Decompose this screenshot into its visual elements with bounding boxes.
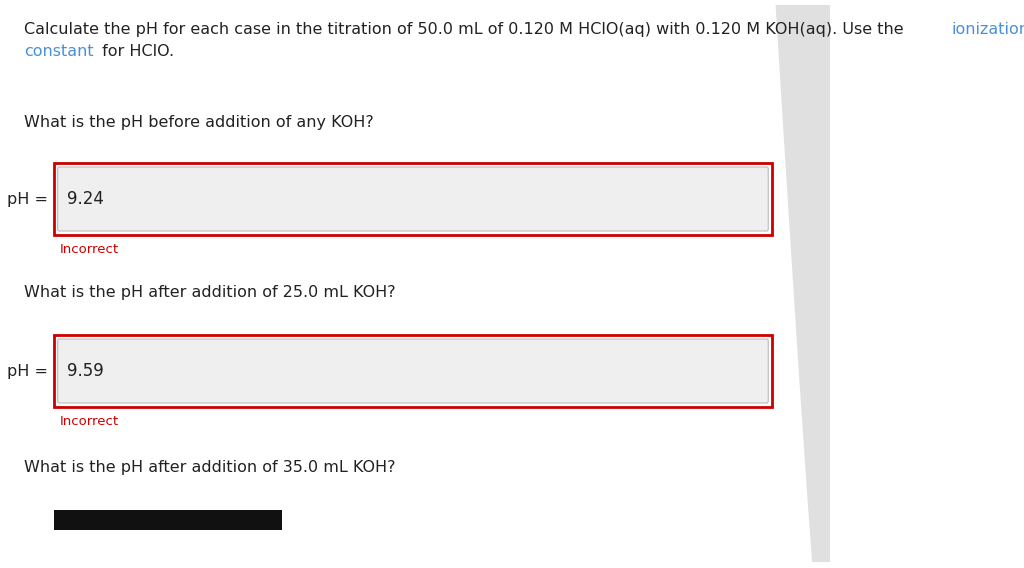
Text: for HClO.: for HClO. [97, 44, 174, 59]
FancyBboxPatch shape [54, 335, 771, 407]
PathPatch shape [775, 5, 830, 562]
FancyBboxPatch shape [54, 510, 282, 530]
Text: 9.24: 9.24 [68, 190, 104, 208]
Text: 9.59: 9.59 [68, 362, 104, 380]
Text: What is the pH after addition of 25.0 mL KOH?: What is the pH after addition of 25.0 mL… [25, 285, 396, 300]
Text: ionization: ionization [951, 22, 1024, 37]
Text: What is the pH before addition of any KOH?: What is the pH before addition of any KO… [25, 115, 374, 130]
Text: constant: constant [25, 44, 94, 59]
Text: What is the pH after addition of 35.0 mL KOH?: What is the pH after addition of 35.0 mL… [25, 460, 396, 475]
Text: pH =: pH = [7, 191, 48, 207]
FancyBboxPatch shape [57, 167, 768, 231]
Text: pH =: pH = [7, 364, 48, 378]
Text: Incorrect: Incorrect [59, 243, 119, 256]
FancyBboxPatch shape [54, 163, 771, 235]
Text: Incorrect: Incorrect [59, 415, 119, 428]
FancyBboxPatch shape [57, 339, 768, 403]
Text: Calculate the pH for each case in the titration of 50.0 mL of 0.120 M HClO(aq) w: Calculate the pH for each case in the ti… [25, 22, 909, 37]
